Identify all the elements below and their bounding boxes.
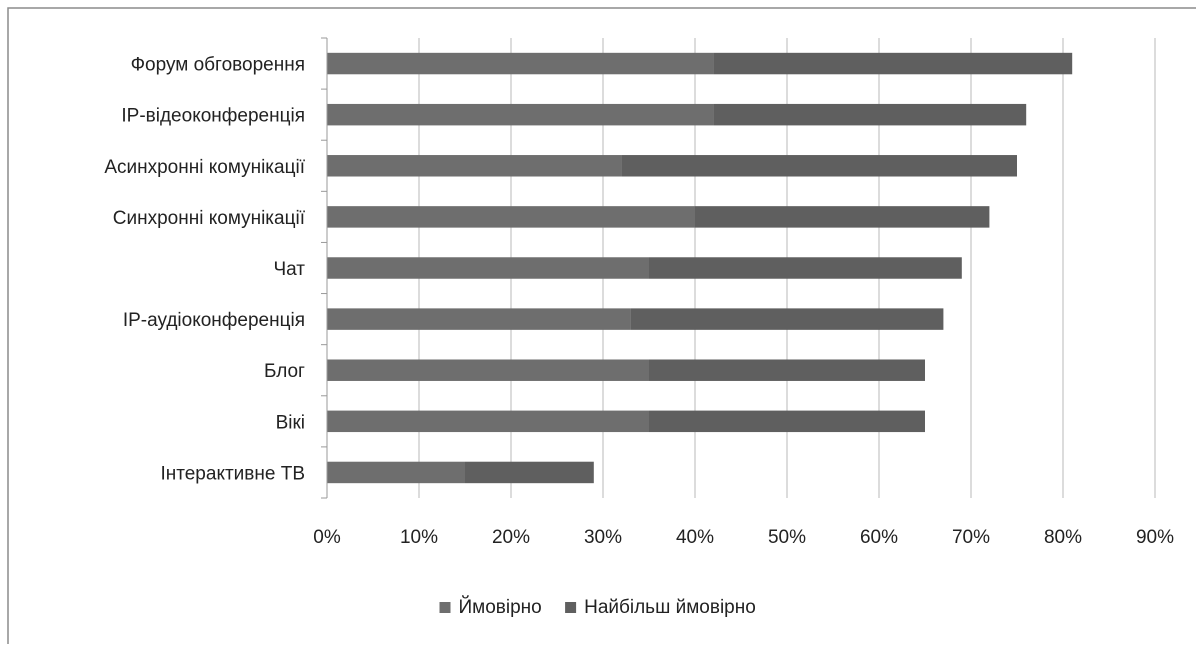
bar-segment	[327, 103, 714, 126]
category-label: IP-відеоконференція	[121, 106, 305, 127]
legend-label: Ймовірно	[459, 596, 542, 618]
x-tick-label: 0%	[313, 527, 341, 548]
bar-segment	[327, 257, 649, 279]
bar-segment	[695, 206, 990, 228]
category-label: Синхронні комунікації	[113, 208, 306, 229]
x-tick-label: 90%	[1136, 527, 1174, 548]
x-tick-label: 50%	[768, 527, 806, 548]
x-tick-label: 60%	[860, 527, 898, 548]
x-tick-label: 30%	[584, 527, 622, 548]
axes	[321, 37, 328, 499]
x-tick-label: 10%	[400, 527, 438, 548]
x-tick-label: 70%	[952, 527, 990, 548]
category-label: Інтерактивне ТВ	[160, 463, 305, 484]
bar-segment	[327, 308, 631, 330]
bar-segment	[649, 410, 925, 433]
bar-segment	[327, 52, 714, 75]
x-tick-label: 80%	[1044, 527, 1082, 548]
legend-swatch	[565, 602, 577, 613]
bar-segment	[465, 461, 594, 484]
bar-segment	[327, 410, 649, 433]
bar-segment	[713, 103, 1027, 126]
bar-segment	[713, 52, 1073, 75]
bar-segment	[327, 461, 465, 484]
category-label: Форум обговорення	[131, 55, 305, 76]
bar-segment	[621, 155, 1017, 177]
x-tick-label: 20%	[492, 527, 530, 548]
category-label: Вікі	[276, 412, 305, 433]
legend-label: Найбільш ймовірно	[584, 597, 756, 618]
category-label: IP-аудіоконференція	[123, 310, 305, 331]
legend: Ймовірно Найбільш ймовірно	[439, 596, 756, 618]
category-label: Асинхронні комунікації	[104, 157, 305, 178]
category-label: Чат	[273, 259, 305, 280]
bar-segment	[327, 359, 649, 381]
bar-segment	[327, 206, 695, 228]
bar-segment	[327, 155, 622, 177]
bar-segment	[649, 257, 962, 279]
legend-swatch	[439, 602, 451, 613]
chart-border	[7, 7, 1196, 644]
x-tick-label: 40%	[676, 527, 714, 548]
bar-segment	[630, 308, 944, 330]
category-label: Блог	[264, 361, 305, 382]
bars	[327, 52, 1073, 484]
labels: 0% 10% 20% 30% 40% 50% 60% 70% 80% 90% Форум обгов…	[104, 55, 1174, 548]
bar-segment	[649, 359, 925, 381]
